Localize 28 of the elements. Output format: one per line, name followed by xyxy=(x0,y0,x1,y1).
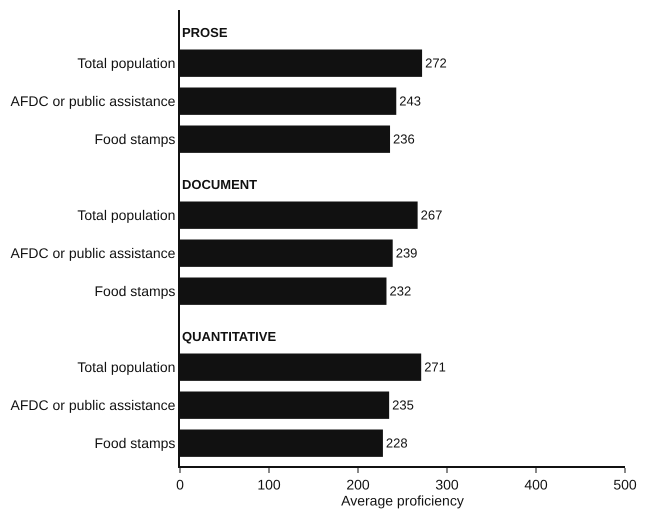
x-tick-label: 500 xyxy=(613,476,637,493)
data-label: 271 xyxy=(424,360,446,375)
x-tick-label: 100 xyxy=(257,476,281,493)
y-tick-label: Total population xyxy=(77,55,176,72)
data-label: 272 xyxy=(425,56,447,71)
data-label: 239 xyxy=(396,246,418,261)
data-label: 235 xyxy=(392,398,414,413)
data-label: 243 xyxy=(399,94,421,109)
y-tick-label: Food stamps xyxy=(94,283,176,300)
annotation: QUANTITATIVE xyxy=(182,329,276,344)
y-tick-label: Food stamps xyxy=(94,131,176,148)
y-tick-label: AFDC or public assistance xyxy=(10,397,176,414)
x-tick-label: 200 xyxy=(346,476,370,493)
annotation: DOCUMENT xyxy=(182,177,258,192)
data-label: 232 xyxy=(389,284,412,299)
x-tick-label: 400 xyxy=(524,476,548,493)
data-label: 228 xyxy=(386,436,408,451)
data-label: 267 xyxy=(420,208,442,223)
y-tick-label: Total population xyxy=(77,359,176,376)
data-label: 236 xyxy=(393,132,415,147)
x-axis-title: Average proficiency xyxy=(341,492,464,509)
y-tick-label: AFDC or public assistance xyxy=(10,93,176,110)
y-tick-label: Total population xyxy=(77,207,176,224)
x-tick-label: 300 xyxy=(435,476,459,493)
y-tick-label: Food stamps xyxy=(94,435,176,452)
annotation: PROSE xyxy=(182,25,228,40)
x-tick-label: 0 xyxy=(176,476,184,493)
y-tick-label: AFDC or public assistance xyxy=(10,245,176,262)
